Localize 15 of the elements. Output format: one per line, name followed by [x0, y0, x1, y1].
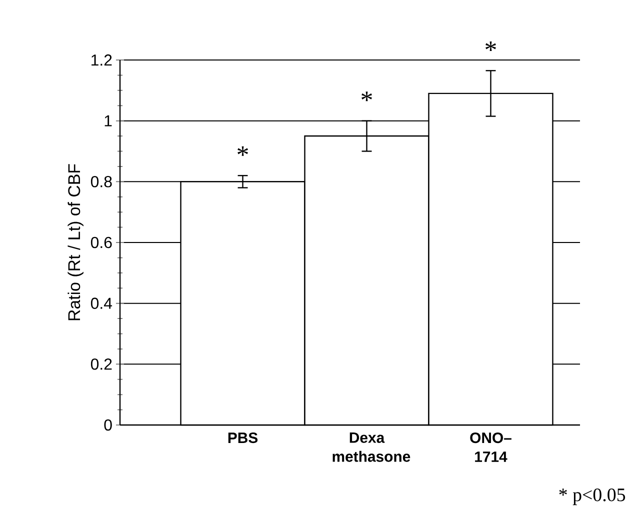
y-axis-title: Ratio (Rt / Lt) of CBF: [68, 164, 84, 320]
y-tick-label: 1.2: [92, 54, 112, 66]
x-tick-label: PBS: [228, 432, 258, 444]
y-tick-label: 0.2: [90, 358, 112, 370]
text: * p<0.05: [559, 488, 626, 506]
annotation: *: [362, 92, 372, 102]
y-tick-label: 0.4: [90, 298, 112, 309]
y-tick-label: 0.8: [90, 176, 112, 188]
text: *: [486, 41, 496, 51]
x-tick-label: Dexa methasone: [332, 432, 410, 462]
y-tick-label: 0: [104, 419, 112, 431]
y-tick-label: 0.6: [90, 236, 112, 248]
annotation: *: [238, 146, 248, 156]
x-tick-label: ONO–1714: [470, 432, 512, 462]
y-tick-label: 1: [104, 115, 112, 126]
